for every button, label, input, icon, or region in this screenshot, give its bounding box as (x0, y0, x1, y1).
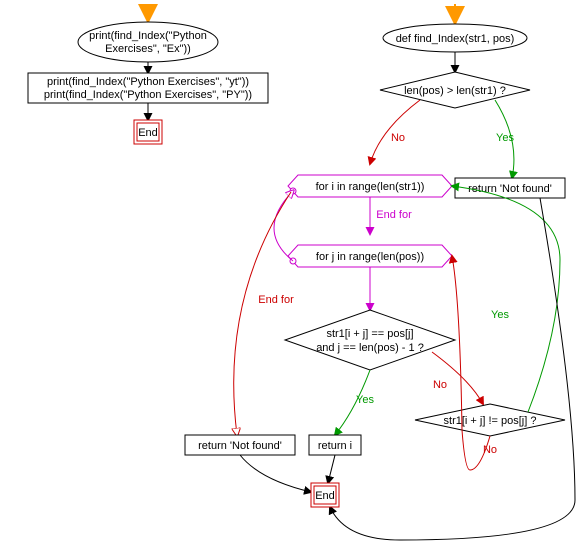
end-node-left: End (134, 120, 162, 144)
label-yes1: Yes (496, 132, 514, 144)
label-yes2: Yes (356, 394, 374, 406)
edge-cond3-no (452, 256, 490, 470)
label-no2: No (433, 379, 447, 391)
flowchart-canvas: print(find_Index("Python Exercises", "Ex… (0, 0, 579, 558)
edge-ret-i-end (328, 455, 335, 483)
ret-i-text: return i (318, 440, 352, 452)
call-text1: print(find_Index("Python (89, 30, 207, 42)
ret-nf2-text: return 'Not found' (198, 440, 282, 452)
cond1-text: len(pos) > len(str1) ? (404, 85, 506, 97)
edge-for1-endfor (234, 192, 291, 435)
edge-retnf2-end (240, 455, 311, 492)
edge-for2-endfor (274, 191, 293, 261)
def-text: def find_Index(str1, pos) (396, 33, 515, 45)
end-node-right: End (311, 483, 339, 507)
svg-text:End: End (315, 490, 335, 502)
proc-text2: print(find_Index("Python Exercises", "PY… (44, 89, 252, 101)
label-yes3: Yes (491, 309, 509, 321)
cond2-text1: str1[i + j] == pos[j] (326, 328, 413, 340)
label-no1: No (391, 132, 405, 144)
for1-text: for i in range(len(str1)) (316, 181, 425, 193)
label-endfor1: End for (376, 209, 412, 221)
call-text2: Exercises", "Ex")) (105, 43, 191, 55)
cond2-text2: and j == len(pos) - 1 ? (316, 342, 424, 354)
cond3-text: str1[i + j] != pos[j] ? (444, 415, 537, 427)
for2-text: for j in range(len(pos)) (316, 251, 424, 263)
ret-nf1-text: return 'Not found' (468, 183, 552, 195)
label-no3: No (483, 444, 497, 456)
proc-text1: print(find_Index("Python Exercises", "yt… (47, 76, 249, 88)
label-endfor2: End for (258, 294, 294, 306)
svg-text:End: End (138, 127, 158, 139)
cond2-node (285, 310, 455, 370)
